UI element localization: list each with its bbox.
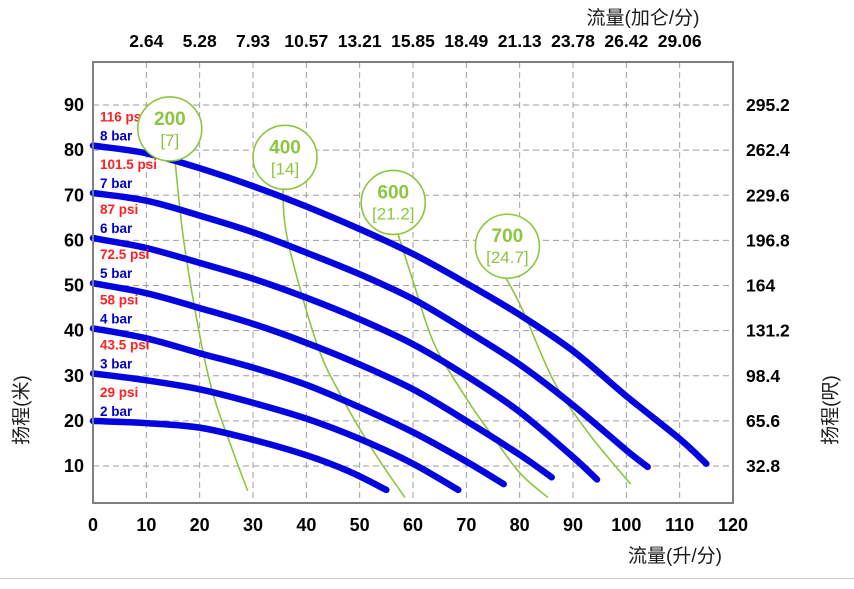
top-tick-label: 26.42 <box>604 31 648 51</box>
top-tick-label: 5.28 <box>183 31 217 51</box>
top-tick-label: 23.78 <box>551 31 595 51</box>
pressure-label-bar: 2 bar <box>100 404 133 419</box>
top-tick-label: 21.13 <box>498 31 542 51</box>
bottom-tick-label: 120 <box>718 515 748 535</box>
bottom-tick-label: 30 <box>243 515 263 535</box>
pressure-label-psi: 29 psi <box>100 385 138 400</box>
pressure-label-psi: 72.5 psi <box>100 247 150 262</box>
air-label-value: 400 <box>269 137 301 158</box>
top-tick-label: 13.21 <box>338 31 382 51</box>
air-label-bubble-700 <box>474 213 541 280</box>
pressure-label-psi: 43.5 psi <box>100 337 150 352</box>
pump-curve-6-bar <box>89 234 601 483</box>
top-tick-label: 29.06 <box>658 31 702 51</box>
right-tick-label: 164 <box>746 276 775 296</box>
air-line-600 <box>397 234 549 499</box>
pump-curve-5-bar <box>89 279 555 481</box>
left-tick-label: 80 <box>64 140 84 160</box>
top-axis-title: 流量(加仑/分) <box>586 8 700 29</box>
bottom-tick-label: 80 <box>510 515 530 535</box>
bottom-tick-label: 50 <box>350 515 370 535</box>
bottom-tick-label: 100 <box>611 515 641 535</box>
pump-curve-8-bar <box>89 142 710 467</box>
pressure-label-psi: 116 psi <box>100 110 145 125</box>
air-label-scfm: [7] <box>160 131 179 150</box>
left-tick-label: 20 <box>64 411 84 431</box>
bottom-tick-label: 40 <box>296 515 316 535</box>
page-bottom-rule <box>0 578 854 579</box>
right-tick-label: 229.6 <box>746 185 790 205</box>
pump-curve-7-bar <box>89 189 651 471</box>
right-tick-label: 196.8 <box>746 230 790 250</box>
top-tick-label: 10.57 <box>284 31 328 51</box>
pressure-label-bar: 6 bar <box>100 221 133 236</box>
top-tick-label: 2.64 <box>129 31 163 51</box>
pressure-label-psi: 101.5 psi <box>100 157 157 172</box>
pressure-label-bar: 3 bar <box>100 356 133 371</box>
air-label-bubble-200 <box>137 96 203 162</box>
right-tick-label: 98.4 <box>746 366 780 386</box>
pressure-label-bar: 7 bar <box>100 176 133 191</box>
top-tick-label: 15.85 <box>391 31 435 51</box>
air-label-bubble-600 <box>360 169 427 236</box>
bottom-tick-label: 70 <box>456 515 476 535</box>
left-tick-label: 70 <box>64 185 84 205</box>
left-tick-label: 90 <box>64 95 84 115</box>
air-label-scfm: [24.7] <box>486 248 529 267</box>
left-tick-label: 10 <box>64 456 84 476</box>
right-tick-label: 131.2 <box>746 321 790 341</box>
pressure-label-bar: 5 bar <box>100 266 133 281</box>
air-label-bubble-400 <box>252 124 318 191</box>
bottom-axis-title: 流量(升/分) <box>628 546 722 567</box>
bottom-tick-label: 10 <box>136 515 156 535</box>
air-label-value: 700 <box>492 226 524 247</box>
right-tick-label: 295.2 <box>746 95 790 115</box>
pressure-label-psi: 58 psi <box>100 292 138 307</box>
air-line-400 <box>282 189 406 499</box>
top-tick-label: 7.93 <box>236 31 270 51</box>
pressure-label-bar: 8 bar <box>100 129 133 144</box>
pump-curve-4-bar <box>89 325 507 488</box>
pump-curve-3-bar <box>89 370 462 494</box>
pressure-label-psi: 87 psi <box>100 202 138 217</box>
right-tick-label: 65.6 <box>746 411 780 431</box>
left-tick-label: 40 <box>64 321 84 341</box>
left-tick-label: 60 <box>64 230 84 250</box>
bottom-tick-label: 110 <box>665 515 694 535</box>
plot-border <box>92 61 734 504</box>
pump-curve-2-bar <box>89 417 390 494</box>
right-tick-label: 32.8 <box>746 456 780 476</box>
air-label-scfm: [21.2] <box>372 204 415 223</box>
air-label-value: 200 <box>154 109 186 130</box>
air-label-value: 600 <box>377 182 409 203</box>
left-tick-label: 30 <box>64 366 84 386</box>
pressure-label-bar: 4 bar <box>100 311 133 326</box>
top-tick-label: 18.49 <box>444 31 488 51</box>
right-tick-label: 262.4 <box>746 140 790 160</box>
left-tick-label: 50 <box>64 276 84 296</box>
bottom-tick-label: 90 <box>563 515 583 535</box>
bottom-tick-label: 60 <box>403 515 423 535</box>
air-label-scfm: [14] <box>271 159 299 178</box>
bottom-tick-label: 20 <box>190 515 210 535</box>
bottom-tick-label: 0 <box>88 515 98 535</box>
